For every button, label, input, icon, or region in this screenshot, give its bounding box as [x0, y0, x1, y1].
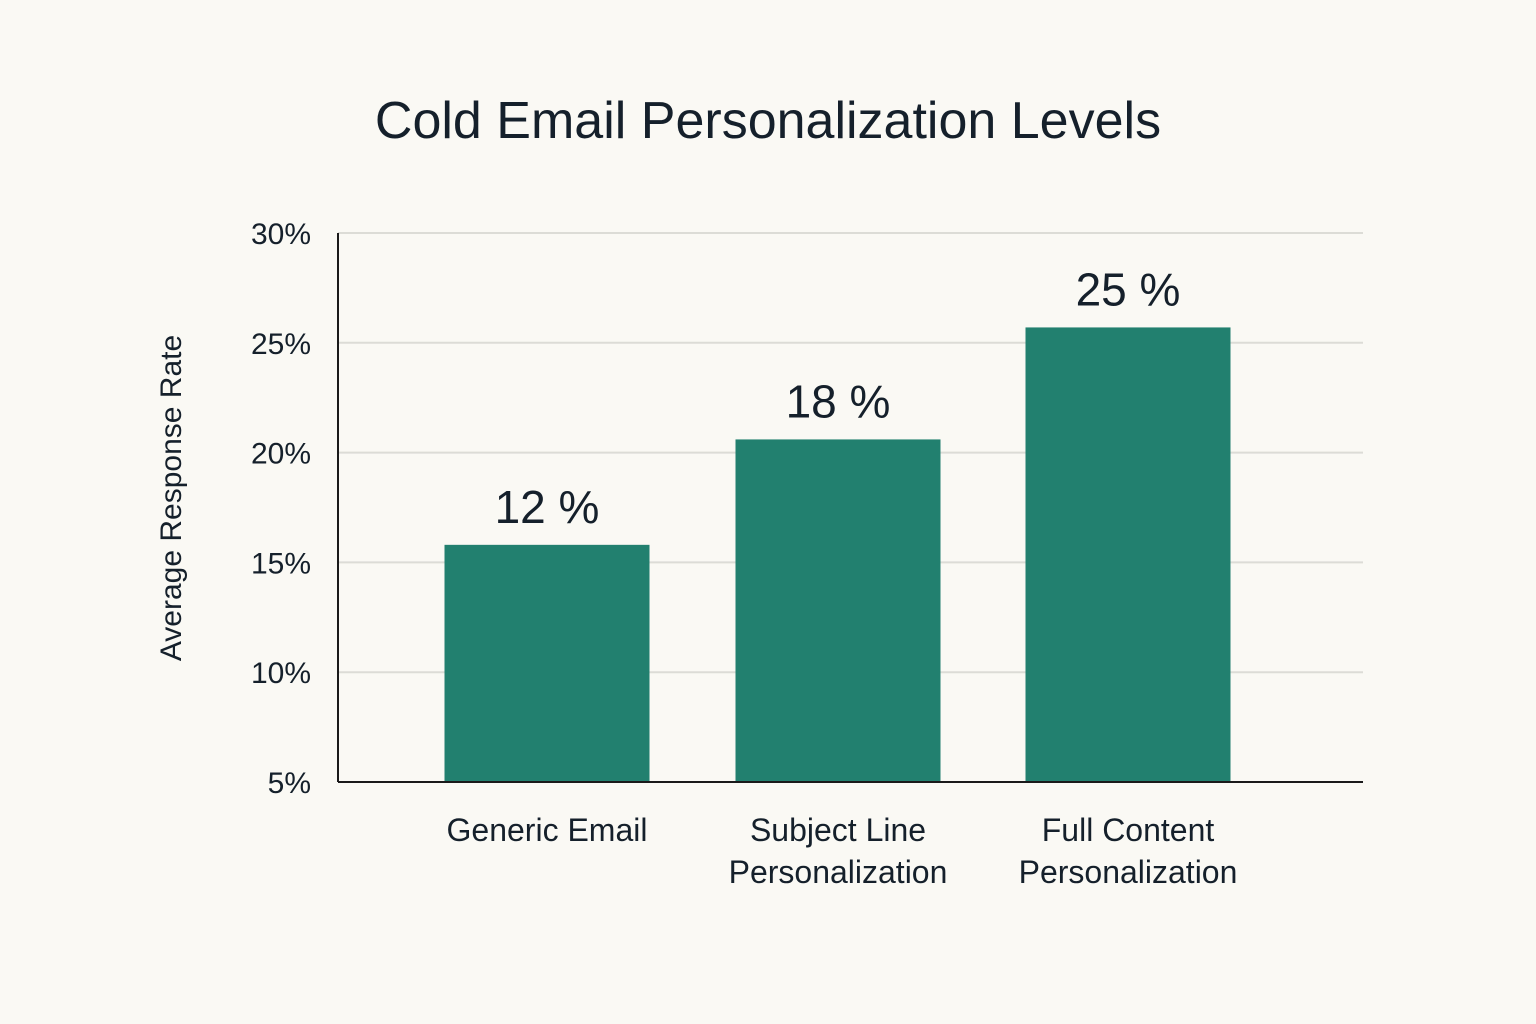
bar: [444, 544, 650, 782]
x-tick-label: Personalization: [1019, 854, 1238, 890]
bar-data-label: 25 %: [1076, 263, 1181, 315]
y-tick-label: 10%: [251, 657, 311, 690]
y-tick-label: 15%: [251, 547, 311, 580]
bar-data-label: 12 %: [495, 481, 600, 533]
chart-title: Cold Email Personalization Levels: [375, 92, 1161, 150]
x-tick-label: Generic Email: [447, 812, 648, 848]
x-tick-label: Subject Line: [750, 812, 926, 848]
y-tick-label: 5%: [268, 767, 311, 800]
y-tick-label: 30%: [251, 218, 311, 251]
bar: [735, 439, 941, 782]
y-axis-label: Average Response Rate: [155, 335, 188, 661]
axes: [337, 233, 1363, 783]
x-tick-label: Personalization: [729, 854, 948, 890]
y-tick-label: 20%: [251, 438, 311, 471]
bar: [1025, 327, 1231, 782]
bar-data-label: 18 %: [786, 375, 891, 427]
labels: 5% 10% 15% 20% 25% 30% 12 % Generic Email 18 % Su…: [251, 218, 1237, 890]
x-tick-label: Full Content: [1042, 812, 1215, 848]
bars: [444, 327, 1231, 782]
y-tick-label: 25%: [251, 328, 311, 361]
